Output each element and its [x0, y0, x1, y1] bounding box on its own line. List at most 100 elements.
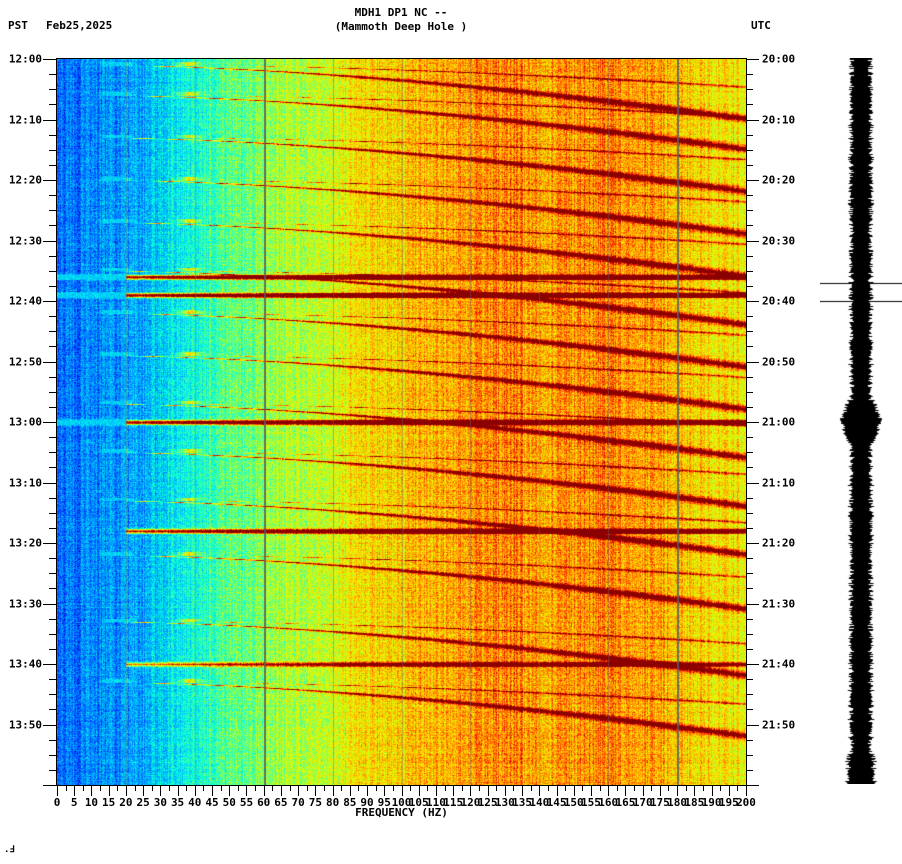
freq-tick-major: [453, 785, 455, 796]
freq-tick-major: [608, 785, 610, 796]
freq-tick-major: [229, 785, 231, 796]
time-tick-minor: [49, 437, 56, 439]
freq-label: 185: [684, 796, 705, 809]
time-tick-major: [746, 180, 759, 181]
freq-tick-major: [435, 785, 437, 796]
freq-tick-major: [625, 785, 627, 796]
freq-tick-major: [57, 785, 58, 796]
freq-tick-major: [384, 785, 386, 796]
freq-label: 110: [426, 796, 446, 809]
freq-tick-major: [556, 785, 558, 796]
time-tick-major: [746, 361, 759, 363]
spectrogram-plot[interactable]: [56, 58, 747, 786]
timezone-label-left: PST: [8, 19, 28, 32]
time-tick-minor: [746, 195, 753, 197]
time-tick-minor: [49, 452, 56, 454]
time-tick-minor: [746, 709, 753, 711]
time-tick-major: [43, 603, 56, 605]
freq-label: 100: [391, 796, 412, 809]
time-tick-minor: [49, 573, 56, 575]
time-label-utc: 20:20: [762, 173, 796, 187]
freq-tick-minor: [496, 785, 498, 791]
spectrogram-canvas: [57, 59, 746, 785]
time-tick-minor: [746, 134, 753, 136]
freq-tick-minor: [134, 785, 136, 791]
freq-tick-major: [177, 785, 179, 796]
freq-label: 140: [529, 796, 550, 809]
freq-tick-minor: [358, 785, 360, 791]
time-tick-minor: [49, 195, 56, 197]
freq-tick-major: [315, 785, 317, 796]
time-label-pst: 12:10: [8, 113, 42, 126]
freq-tick-major: [91, 785, 93, 796]
time-tick-minor: [746, 210, 753, 212]
freq-label: 50: [222, 796, 236, 809]
time-label-utc: 21:20: [762, 536, 796, 550]
freq-tick-minor: [547, 785, 549, 791]
freq-tick-major: [504, 785, 506, 796]
freq-tick-major: [659, 785, 661, 796]
freq-tick-major: [332, 785, 334, 796]
time-tick-minor: [746, 754, 753, 756]
time-tick-minor: [746, 633, 753, 635]
freq-label: 135: [512, 796, 532, 809]
time-tick-minor: [746, 527, 753, 529]
freq-tick-major: [418, 785, 420, 796]
time-tick-minor: [49, 648, 56, 650]
freq-label: 115: [443, 796, 464, 809]
page-subtitle: (Mammoth Deep Hole ): [0, 20, 902, 33]
time-label-pst: 12:20: [8, 173, 42, 187]
time-tick-minor: [49, 270, 56, 272]
seismogram-trace-panel[interactable]: [820, 58, 902, 784]
freq-label: 70: [291, 796, 305, 809]
time-tick-minor: [746, 164, 753, 166]
freq-tick-minor: [168, 785, 170, 791]
time-tick-major: [746, 59, 759, 60]
freq-tick-minor: [565, 785, 567, 791]
freq-tick-minor: [255, 785, 257, 791]
freq-tick-minor: [668, 785, 670, 791]
time-label-pst: 12:50: [8, 355, 42, 368]
freq-label: 165: [615, 796, 636, 809]
time-tick-minor: [49, 709, 56, 711]
time-tick-minor: [49, 754, 56, 756]
time-tick-minor: [746, 89, 753, 91]
freq-label: 0: [53, 796, 61, 809]
time-tick-major: [746, 301, 759, 302]
time-tick-minor: [746, 316, 753, 318]
time-tick-minor: [746, 74, 753, 76]
freq-label: 80: [325, 796, 340, 809]
freq-label: 20: [119, 796, 133, 809]
freq-label: 40: [188, 796, 202, 809]
time-tick-minor: [49, 104, 56, 106]
freq-tick-minor: [582, 785, 584, 791]
freq-label: 60: [257, 796, 271, 809]
freq-tick-major: [143, 785, 145, 796]
time-label-pst: 13:40: [8, 657, 42, 671]
time-tick-minor: [746, 331, 753, 333]
time-tick-minor: [746, 769, 753, 771]
page-title-text: MDH1 DP1 NC --: [354, 6, 448, 19]
time-axis-pst: 12:00 12:10 12:20 12:30 12:40 12:50 13:00 13:10…: [0, 53, 56, 786]
time-tick-minor: [49, 769, 56, 771]
freq-tick-major: [694, 785, 696, 796]
time-tick-minor: [746, 270, 753, 272]
freq-tick-major: [212, 785, 214, 796]
time-tick-minor: [49, 694, 56, 696]
time-tick-minor: [49, 149, 56, 151]
corner-mark: .Ⅎ: [4, 845, 15, 855]
time-tick-major: [43, 785, 56, 786]
freq-tick-minor: [151, 785, 153, 791]
time-tick-minor: [49, 74, 56, 76]
freq-tick-major: [746, 785, 747, 796]
freq-label: 105: [408, 796, 429, 809]
freq-tick-major: [194, 785, 196, 796]
freq-tick-minor: [272, 785, 274, 791]
freq-tick-major: [298, 785, 300, 796]
freq-label: 55: [239, 796, 254, 809]
freq-label: 5: [70, 796, 78, 809]
time-label-pst: 13:10: [8, 476, 42, 489]
freq-tick-minor: [186, 785, 188, 791]
time-tick-minor: [746, 618, 753, 620]
time-tick-minor: [746, 452, 753, 454]
